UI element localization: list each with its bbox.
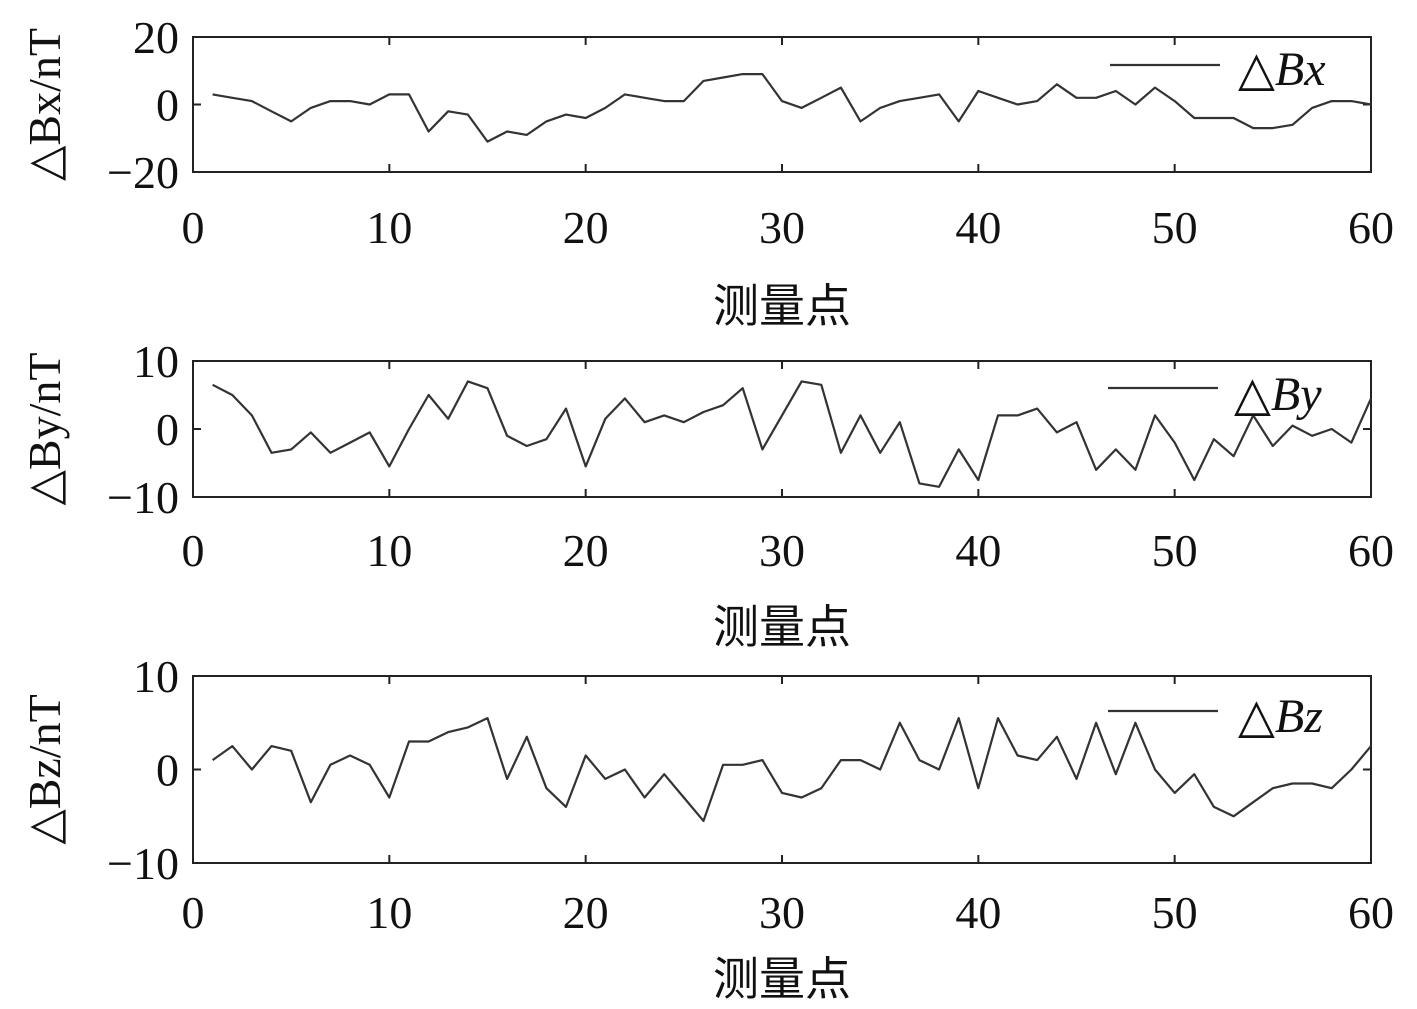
y-axis-title: △Bz/nT [19,694,70,844]
y-tick-label: 0 [156,80,179,131]
x-tick-label: 10 [366,525,412,576]
x-tick-label: 30 [759,525,805,576]
legend-label: △Bx [1238,43,1326,96]
x-tick-label: 40 [955,525,1001,576]
plot-frame [192,675,1372,864]
x-tick-label: 10 [366,202,412,253]
x-tick-label: 30 [759,887,805,938]
x-tick-label: 0 [182,202,205,253]
y-axis-title: △Bx/nT [19,28,70,181]
y-axis-title: △By/nT [19,353,70,506]
series-line-1 [212,72,1372,143]
x-axis-title: 测量点 [713,952,851,1006]
x-tick-label: 20 [563,887,609,938]
y-tick-label: 0 [156,745,179,796]
plot-frame [192,360,1372,498]
y-tick-label: 10 [133,336,179,387]
x-axis-title: 测量点 [713,600,851,654]
legend-label: △Bz [1238,690,1323,743]
y-tick-label: −10 [107,472,179,523]
x-tick-label: 60 [1348,202,1394,253]
legend-label: △By [1234,368,1322,421]
y-tick-label: −10 [107,838,179,889]
x-tick-label: 0 [182,887,205,938]
series-line-3 [211,716,1372,823]
x-tick-label: 30 [759,202,805,253]
series-line-2 [212,380,1373,488]
x-tick-label: 20 [563,202,609,253]
x-tick-label: 60 [1348,887,1394,938]
x-tick-label: 50 [1152,887,1198,938]
y-tick-label: 0 [156,404,179,455]
x-tick-label: 40 [955,887,1001,938]
y-tick-label: −20 [107,147,179,198]
x-tick-label: 50 [1152,202,1198,253]
x-tick-label: 10 [366,887,412,938]
x-tick-label: 0 [182,525,205,576]
x-tick-label: 40 [955,202,1001,253]
y-tick-label: 20 [133,12,179,63]
x-tick-label: 20 [563,525,609,576]
x-tick-label: 50 [1152,525,1198,576]
y-tick-label: 10 [133,651,179,702]
x-tick-label: 60 [1348,525,1394,576]
x-axis-title: 测量点 [713,279,851,333]
